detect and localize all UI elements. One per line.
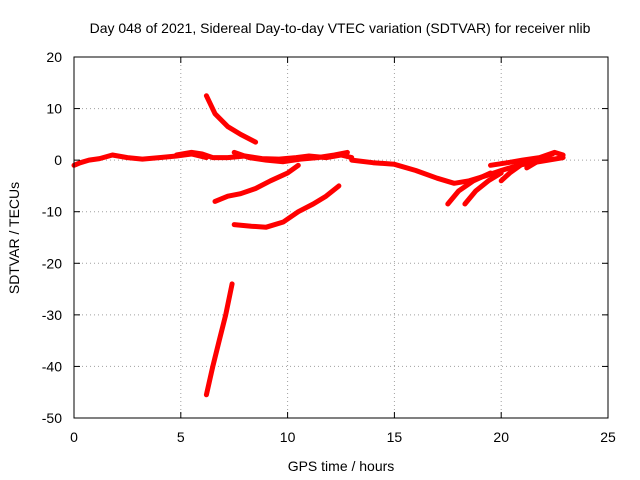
x-tick-label: 5 xyxy=(177,429,185,445)
y-tick-label: -40 xyxy=(42,358,62,374)
x-axis-label: GPS time / hours xyxy=(288,458,395,474)
y-axis-label: SDTVAR / TECUs xyxy=(6,182,22,294)
x-tick-label: 0 xyxy=(70,429,78,445)
data-series xyxy=(71,93,566,398)
series-drop-arc-1 xyxy=(445,170,493,207)
y-tick-label: 0 xyxy=(54,152,62,168)
y-tick-label: 10 xyxy=(46,101,62,117)
x-tick-label: 15 xyxy=(387,429,403,445)
y-tick-label: -20 xyxy=(42,255,62,271)
series-drop-arc-3 xyxy=(498,157,534,184)
x-tick-label: 25 xyxy=(600,429,616,445)
series-descending-arc-upper xyxy=(203,93,259,145)
series-arc-minus-12 xyxy=(231,183,342,230)
chart-title: Day 048 of 2021, Sidereal Day-to-day VTE… xyxy=(90,20,591,36)
plot-frame xyxy=(73,56,609,419)
grid-lines xyxy=(74,57,608,418)
y-tick-label: 20 xyxy=(46,49,62,65)
series-steep-line xyxy=(203,281,235,398)
y-tick-label: -30 xyxy=(42,307,62,323)
series-drop-arc-4 xyxy=(524,151,555,171)
series-arc-minus-8 xyxy=(212,162,301,204)
series-drop-arc-2 xyxy=(462,170,504,207)
series-main-band-3 xyxy=(231,149,350,165)
x-tick-label: 20 xyxy=(493,429,509,445)
axis-ticks: 0 5 10 15 20 25 20 10 0 -10 -20 -30 -40 -50 xyxy=(42,49,616,445)
y-tick-label: -50 xyxy=(42,410,62,426)
y-tick-label: -10 xyxy=(42,204,62,220)
x-tick-label: 10 xyxy=(280,429,296,445)
